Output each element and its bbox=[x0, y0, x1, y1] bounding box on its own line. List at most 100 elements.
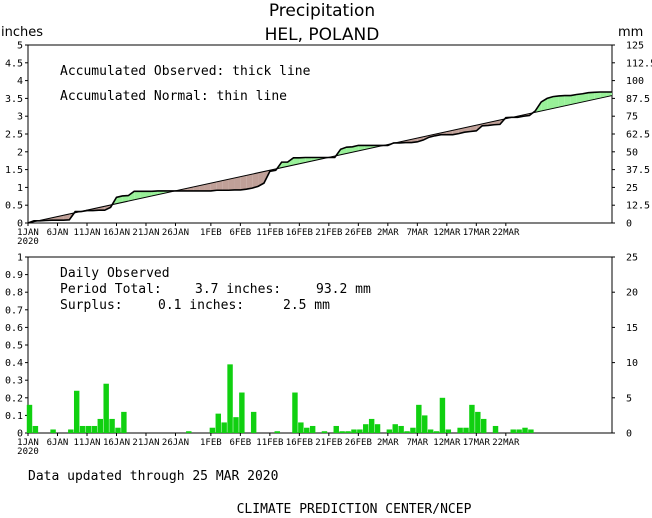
normal-line bbox=[27, 95, 613, 224]
daily-bar bbox=[445, 429, 452, 433]
deficit-fill bbox=[246, 174, 253, 190]
daily-bar bbox=[522, 427, 528, 433]
y-right-tick-label: 50 bbox=[626, 147, 638, 158]
x-tick-label: 1JAN bbox=[17, 438, 39, 448]
daily-bar bbox=[457, 427, 463, 433]
daily-bar bbox=[274, 431, 280, 433]
y-right-tick-label: 10 bbox=[626, 358, 638, 369]
x-year-label: 2020 bbox=[17, 447, 39, 457]
daily-bar bbox=[304, 427, 310, 433]
y-left-tick-label: 3 bbox=[17, 112, 23, 123]
y-right-tick-label: 20 bbox=[626, 288, 638, 299]
surplus-fill bbox=[299, 157, 306, 164]
x-tick-label: 26JAN bbox=[162, 228, 189, 238]
y-left-tick-label: 0.7 bbox=[5, 305, 23, 316]
daily-bar bbox=[374, 424, 381, 433]
deficit-fill bbox=[216, 180, 223, 191]
y-right-tick-label: 37.5 bbox=[626, 165, 650, 176]
x-tick-label: 2MAR bbox=[377, 438, 399, 448]
y-right-tick-label: 62.5 bbox=[626, 130, 650, 141]
deficit-fill bbox=[240, 175, 247, 190]
surplus-fill bbox=[346, 146, 353, 154]
deficit-fill bbox=[222, 179, 229, 191]
daily-bar bbox=[50, 429, 56, 433]
y-left-tick-label: 0.4 bbox=[5, 358, 23, 369]
surplus-fill bbox=[134, 191, 141, 200]
y-right-tick-label: 15 bbox=[626, 323, 638, 334]
y-left-tick-label: 4.5 bbox=[5, 58, 23, 69]
y-left-tick-label: 1.5 bbox=[5, 165, 23, 176]
surplus-fill bbox=[582, 92, 589, 102]
daily-bar bbox=[321, 431, 328, 433]
deficit-fill bbox=[258, 171, 264, 187]
x-tick-label: 16FEB bbox=[286, 228, 313, 238]
daily-bar bbox=[73, 390, 80, 433]
x-tick-label: 21JAN bbox=[132, 438, 159, 448]
daily-bar bbox=[463, 427, 469, 433]
x-tick-label: 26FEB bbox=[345, 228, 372, 238]
daily-bar bbox=[492, 425, 499, 433]
y-right-tick-label: 87.5 bbox=[626, 94, 650, 105]
deficit-fill bbox=[210, 181, 217, 191]
daily-bar bbox=[26, 404, 33, 433]
daily-bar bbox=[298, 422, 304, 433]
surplus-fill bbox=[287, 157, 294, 167]
surplus-fill bbox=[570, 94, 577, 105]
y-left-tick-label: 2 bbox=[17, 147, 23, 158]
x-tick-label: 17MAR bbox=[463, 438, 491, 448]
daily-bar bbox=[239, 392, 245, 433]
y-left-tick-label: 4 bbox=[17, 76, 23, 87]
y-left-tick-label: 0 bbox=[17, 219, 23, 230]
daily-bar bbox=[398, 425, 404, 433]
y-left-tick-label: 0.3 bbox=[5, 376, 23, 387]
x-tick-label: 6JAN bbox=[47, 228, 69, 238]
x-tick-label: 6JAN bbox=[47, 438, 69, 448]
left-unit-label: inches bbox=[1, 25, 43, 40]
surplus-fill bbox=[122, 195, 129, 203]
right-unit-label: mm bbox=[618, 25, 643, 40]
daily-panel: 00.10.20.30.40.50.60.70.80.9105101520251… bbox=[5, 253, 638, 458]
daily-bar bbox=[416, 404, 422, 433]
surplus-fill bbox=[547, 96, 554, 110]
surplus-inches: 0.1 inches: bbox=[158, 298, 244, 313]
daily-bar bbox=[250, 411, 257, 433]
x-tick-label: 1FEB bbox=[200, 228, 222, 238]
y-left-tick-label: 0 bbox=[17, 429, 23, 440]
x-tick-label: 21JAN bbox=[132, 228, 159, 238]
x-tick-label: 11JAN bbox=[73, 228, 100, 238]
credit-line: CLIMATE PREDICTION CENTER/NCEP bbox=[237, 502, 472, 517]
daily-bar bbox=[333, 425, 339, 433]
deficit-fill bbox=[252, 172, 259, 189]
x-tick-label: 21FEB bbox=[315, 228, 342, 238]
daily-bar bbox=[439, 397, 446, 433]
y-right-tick-label: 100 bbox=[626, 76, 644, 87]
daily-bar bbox=[309, 425, 316, 433]
daily-bar bbox=[351, 429, 357, 433]
legend-normal: Accumulated Normal: thin line bbox=[60, 89, 287, 104]
daily-bar bbox=[109, 418, 115, 433]
x-tick-label: 7MAR bbox=[406, 438, 428, 448]
x-tick-label: 16FEB bbox=[286, 438, 313, 448]
surplus-mm: 2.5 mm bbox=[283, 298, 330, 313]
daily-bar bbox=[410, 427, 416, 433]
period-mm: 93.2 mm bbox=[316, 282, 371, 297]
y-left-tick-label: 2.5 bbox=[5, 130, 23, 141]
daily-bar bbox=[233, 417, 239, 433]
y-left-tick-label: 3.5 bbox=[5, 94, 23, 105]
y-right-tick-label: 0 bbox=[626, 429, 632, 440]
x-tick-label: 11FEB bbox=[256, 228, 283, 238]
deficit-fill bbox=[199, 184, 205, 191]
surplus-fill bbox=[116, 195, 123, 204]
y-right-tick-label: 75 bbox=[626, 112, 638, 123]
daily-bar bbox=[475, 411, 481, 433]
y-left-tick-label: 1 bbox=[17, 183, 23, 194]
daily-bar bbox=[516, 429, 522, 433]
daily-bar bbox=[221, 422, 227, 433]
daily-bar bbox=[121, 411, 127, 433]
surplus-fill bbox=[128, 191, 135, 202]
x-tick-label: 22MAR bbox=[492, 438, 520, 448]
x-tick-label: 7MAR bbox=[406, 228, 428, 238]
daily-bar bbox=[357, 429, 363, 433]
x-tick-label: 11FEB bbox=[256, 438, 283, 448]
